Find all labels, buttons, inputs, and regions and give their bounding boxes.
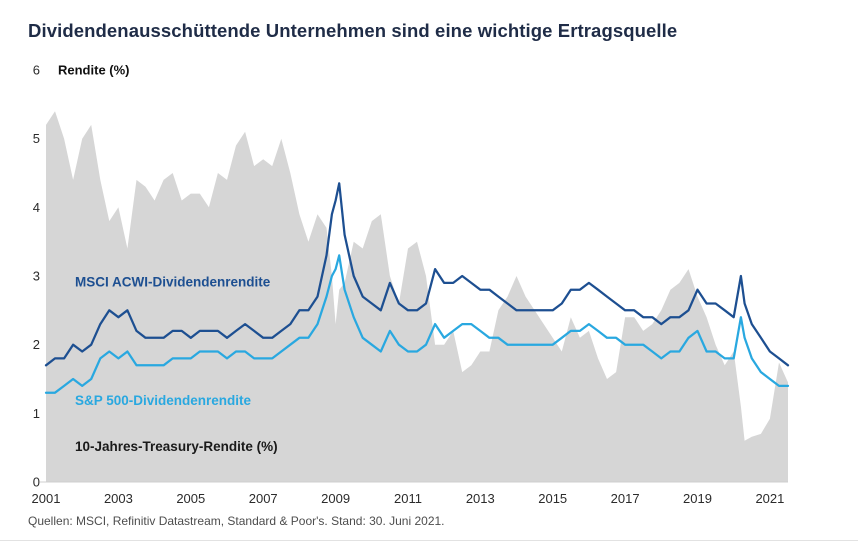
y-axis-title: Rendite (%) [58,63,130,78]
x-tick-label: 2013 [466,491,495,506]
x-tick-label: 2019 [683,491,712,506]
line-series-2 [44,254,790,394]
y-tick-label: 5 [33,131,40,146]
series-label-0: MSCI ACWI-Dividendenrendite [75,274,271,289]
y-tick-label: 0 [33,475,40,490]
x-tick-label: 2003 [104,491,133,506]
y-tick-label: 2 [33,337,40,352]
series-label-1: S&P 500-Dividendenrendite [75,393,252,408]
y-tick-label: 1 [33,406,40,421]
page-title: Dividendenausschüttende Unternehmen sind… [28,20,678,41]
x-tick-label: 2015 [538,491,567,506]
x-tick-label: 2017 [611,491,640,506]
area-series-0 [46,111,788,482]
y-tick-label: 6 [33,63,40,78]
series-label-2: 10-Jahres-Treasury-Rendite (%) [75,439,278,454]
x-tick-label: 2009 [321,491,350,506]
line-series-1 [44,182,790,367]
x-tick-label: 2021 [755,491,784,506]
source-note: Quellen: MSCI, Refinitiv Datastream, Sta… [0,510,858,541]
chart-svg: 0 1 2 3 4 5 6 Rendite (%) 2001 2003 2005 2007 2009 20… [32,63,790,506]
chart-area: 0 1 2 3 4 5 6 Rendite (%) 2001 2003 2005 2007 2009 20… [0,48,858,510]
x-tick-label: 2007 [249,491,278,506]
x-tick-label: 2001 [32,491,61,506]
y-tick-label: 3 [33,269,40,284]
y-tick-label: 4 [33,200,40,215]
x-tick-label: 2005 [176,491,205,506]
x-tick-label: 2011 [394,491,422,506]
